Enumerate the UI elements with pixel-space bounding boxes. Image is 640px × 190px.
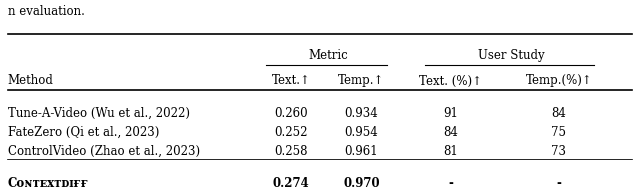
Text: 0.954: 0.954 [344,126,378,139]
Text: n evaluation.: n evaluation. [8,5,84,17]
Text: 84: 84 [443,126,458,139]
Text: 84: 84 [552,107,566,120]
Text: 0.961: 0.961 [344,145,378,158]
Text: Method: Method [8,74,54,87]
Text: User Study: User Study [478,49,545,62]
Text: 0.934: 0.934 [344,107,378,120]
Text: Cᴏɴᴛᴇxᴛᴅɪғғ: Cᴏɴᴛᴇxᴛᴅɪғғ [8,177,89,190]
Text: 0.252: 0.252 [275,126,308,139]
Text: Metric: Metric [308,49,348,62]
Text: 73: 73 [552,145,566,158]
Text: 0.260: 0.260 [275,107,308,120]
Text: Temp.↑: Temp.↑ [338,74,385,87]
Text: 0.970: 0.970 [343,177,380,190]
Text: 81: 81 [444,145,458,158]
Text: Text.↑: Text.↑ [272,74,311,87]
Text: Temp.(%)↑: Temp.(%)↑ [525,74,593,87]
Text: -: - [448,177,453,190]
Text: -: - [557,177,561,190]
Text: 0.258: 0.258 [275,145,308,158]
Text: ControlVideo (Zhao et al., 2023): ControlVideo (Zhao et al., 2023) [8,145,200,158]
Text: Text. (%)↑: Text. (%)↑ [419,74,482,87]
Text: 91: 91 [443,107,458,120]
Text: FateZero (Qi et al., 2023): FateZero (Qi et al., 2023) [8,126,159,139]
Text: Tune-A-Video (Wu et al., 2022): Tune-A-Video (Wu et al., 2022) [8,107,190,120]
Text: 0.274: 0.274 [273,177,310,190]
Text: 75: 75 [552,126,566,139]
